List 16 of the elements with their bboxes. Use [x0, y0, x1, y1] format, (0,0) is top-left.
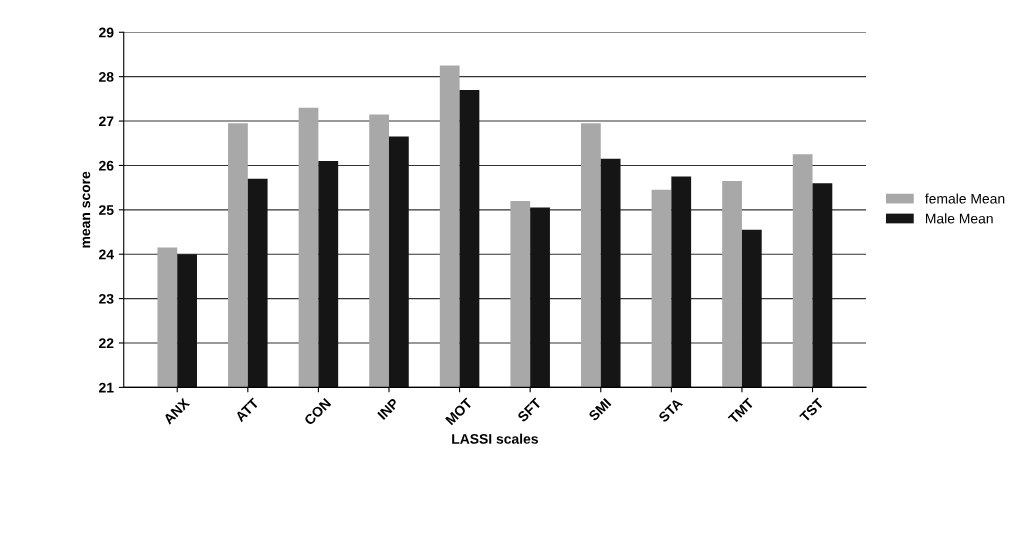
- legend-label: Male Mean: [925, 213, 993, 224]
- y-tick-label: 28: [99, 72, 114, 82]
- y-tick-label: 22: [99, 338, 114, 349]
- x-tick-label: INP: [377, 397, 400, 420]
- x-tick-label: STA: [657, 397, 684, 423]
- y-axis-title: mean score: [82, 171, 91, 248]
- y-tick-label: 21: [99, 382, 114, 393]
- y-tick-label: 24: [99, 249, 114, 260]
- y-tick-label: 27: [99, 116, 114, 127]
- x-axis-title: LASSI scales: [452, 433, 538, 444]
- y-tick-label: 25: [99, 205, 114, 215]
- x-tick-label: SMI: [588, 398, 612, 422]
- y-tick-label: 26: [99, 160, 114, 171]
- y-tick-label: 29: [99, 27, 114, 38]
- legend-label: female Mean: [925, 193, 1005, 204]
- y-tick-label: 23: [99, 293, 114, 304]
